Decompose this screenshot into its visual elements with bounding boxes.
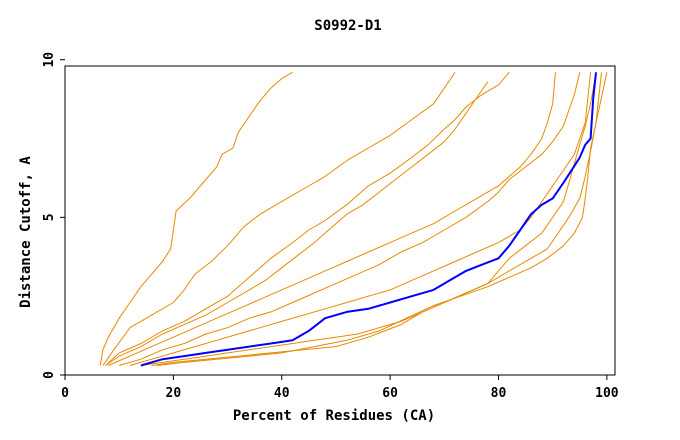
x-axis-label: Percent of Residues (CA) [233, 408, 435, 424]
x-tick-label: 0 [61, 386, 69, 401]
series-line-6 [119, 72, 581, 366]
axis-ticks: 0 20 40 60 80 100 0 5 10 [42, 52, 619, 401]
series-line-highlight [140, 72, 597, 367]
y-tick-label: 5 [42, 213, 57, 221]
series-line-7 [129, 72, 592, 366]
series-line-3 [105, 71, 510, 366]
x-tick-label: 100 [595, 386, 619, 401]
y-axis-label: Distance Cutoff, A [18, 156, 34, 308]
y-tick-label: 10 [42, 52, 57, 68]
y-tick-label: 0 [42, 371, 57, 379]
series-line-4 [105, 81, 489, 366]
x-tick-label: 80 [491, 386, 507, 401]
x-tick-label: 40 [274, 386, 290, 401]
x-tick-label: 20 [166, 386, 182, 401]
plot-lines [99, 71, 608, 367]
series-line-2 [102, 72, 456, 366]
plot-frame [64, 65, 616, 376]
series-line-10 [157, 72, 608, 366]
x-tick-label: 60 [382, 386, 398, 401]
series-line-1 [99, 71, 293, 366]
series-line-5 [108, 72, 556, 366]
series-line-9 [151, 72, 602, 366]
chart-title: S0992-D1 [314, 18, 381, 34]
